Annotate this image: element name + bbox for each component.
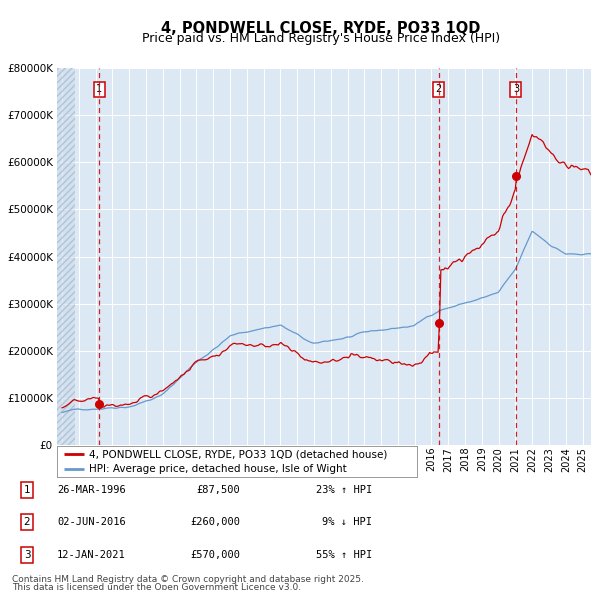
Text: Contains HM Land Registry data © Crown copyright and database right 2025.: Contains HM Land Registry data © Crown c… — [12, 575, 364, 584]
Text: 2: 2 — [23, 517, 31, 527]
Bar — [57, 68, 74, 445]
Text: 4, PONDWELL CLOSE, RYDE, PO33 1QD: 4, PONDWELL CLOSE, RYDE, PO33 1QD — [161, 21, 481, 35]
Text: HPI: Average price, detached house, Isle of Wight: HPI: Average price, detached house, Isle… — [89, 464, 347, 474]
Text: £570,000: £570,000 — [190, 550, 240, 559]
Text: 3: 3 — [23, 550, 31, 559]
Text: £87,500: £87,500 — [196, 485, 240, 494]
Text: 12-JAN-2021: 12-JAN-2021 — [57, 550, 126, 559]
Text: This data is licensed under the Open Government Licence v3.0.: This data is licensed under the Open Gov… — [12, 583, 301, 590]
Text: 1: 1 — [23, 485, 31, 494]
Text: 3: 3 — [513, 84, 519, 94]
Text: 55% ↑ HPI: 55% ↑ HPI — [316, 550, 372, 559]
Text: 26-MAR-1996: 26-MAR-1996 — [57, 485, 126, 494]
Text: £260,000: £260,000 — [190, 517, 240, 527]
Text: 02-JUN-2016: 02-JUN-2016 — [57, 517, 126, 527]
Text: 23% ↑ HPI: 23% ↑ HPI — [316, 485, 372, 494]
Text: 1: 1 — [97, 84, 103, 94]
Text: 4, PONDWELL CLOSE, RYDE, PO33 1QD (detached house): 4, PONDWELL CLOSE, RYDE, PO33 1QD (detac… — [89, 450, 388, 460]
Text: Price paid vs. HM Land Registry's House Price Index (HPI): Price paid vs. HM Land Registry's House … — [142, 32, 500, 45]
Bar — [57, 68, 74, 445]
Text: 9% ↓ HPI: 9% ↓ HPI — [322, 517, 372, 527]
Text: 2: 2 — [436, 84, 442, 94]
